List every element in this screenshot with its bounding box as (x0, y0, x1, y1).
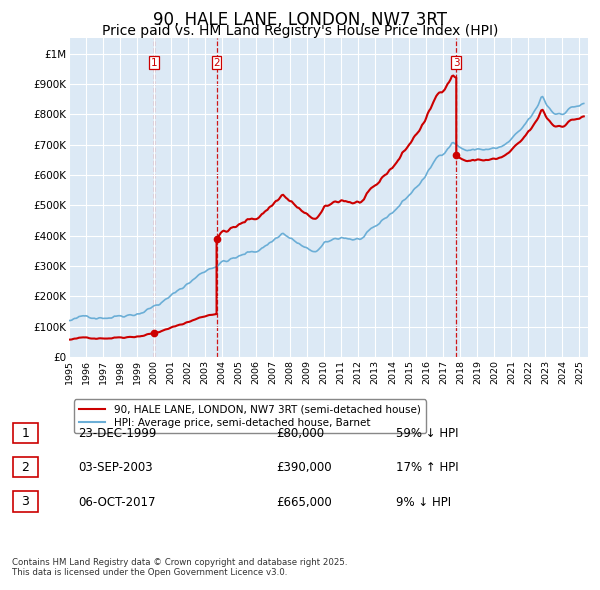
Text: 03-SEP-2003: 03-SEP-2003 (78, 461, 152, 474)
Text: 59% ↓ HPI: 59% ↓ HPI (396, 427, 458, 440)
Text: 17% ↑ HPI: 17% ↑ HPI (396, 461, 458, 474)
Text: 1: 1 (151, 58, 157, 68)
Text: £665,000: £665,000 (276, 496, 332, 509)
FancyBboxPatch shape (13, 457, 38, 477)
Text: 06-OCT-2017: 06-OCT-2017 (78, 496, 155, 509)
FancyBboxPatch shape (13, 423, 38, 443)
Legend: 90, HALE LANE, LONDON, NW7 3RT (semi-detached house), HPI: Average price, semi-d: 90, HALE LANE, LONDON, NW7 3RT (semi-det… (74, 399, 426, 433)
Text: 9% ↓ HPI: 9% ↓ HPI (396, 496, 451, 509)
Text: 90, HALE LANE, LONDON, NW7 3RT: 90, HALE LANE, LONDON, NW7 3RT (153, 11, 447, 29)
Text: 23-DEC-1999: 23-DEC-1999 (78, 427, 157, 440)
Text: 3: 3 (453, 58, 460, 68)
Text: £80,000: £80,000 (276, 427, 324, 440)
Text: 2: 2 (213, 58, 220, 68)
Text: 1: 1 (22, 427, 29, 440)
FancyBboxPatch shape (13, 491, 38, 512)
Text: Price paid vs. HM Land Registry's House Price Index (HPI): Price paid vs. HM Land Registry's House … (102, 24, 498, 38)
Text: Contains HM Land Registry data © Crown copyright and database right 2025.
This d: Contains HM Land Registry data © Crown c… (12, 558, 347, 577)
Text: 3: 3 (22, 495, 29, 508)
Text: 2: 2 (22, 461, 29, 474)
Text: £390,000: £390,000 (276, 461, 332, 474)
